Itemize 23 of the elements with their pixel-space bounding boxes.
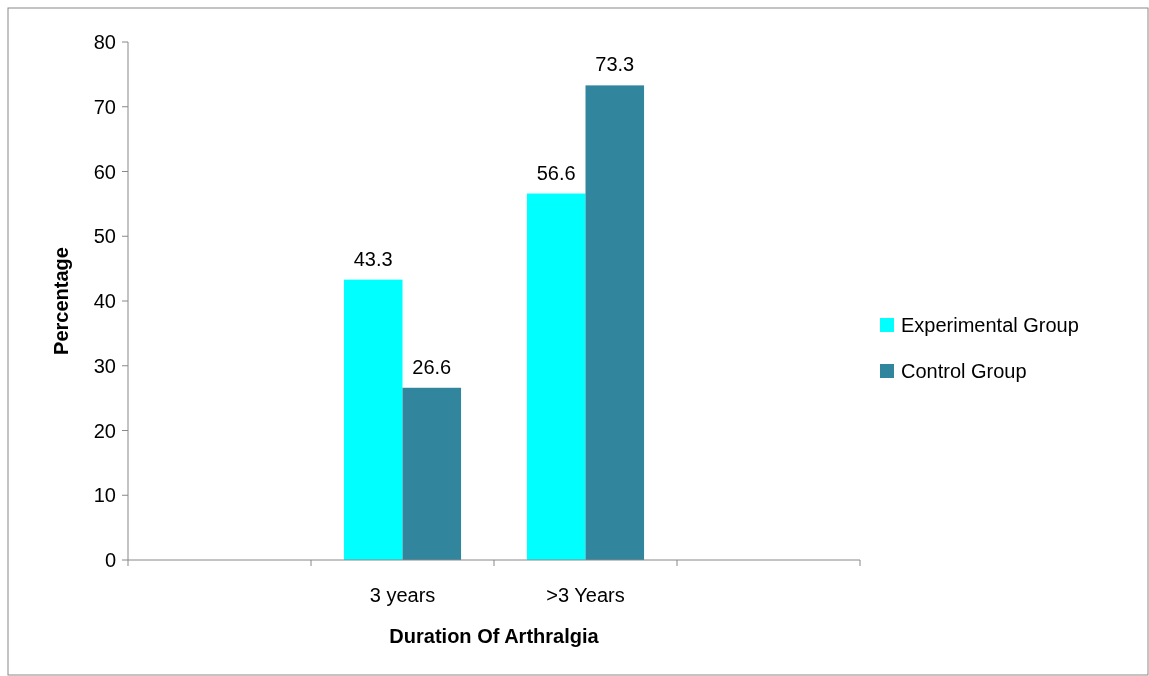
y-tick-label: 10 <box>93 484 116 507</box>
y-tick-label: 40 <box>93 290 116 312</box>
y-tick-label: 60 <box>93 160 116 183</box>
x-tick-label: 3 years <box>369 584 436 606</box>
legend-label: Control Group <box>901 360 1027 382</box>
x-tick-label: >3 Years <box>546 584 625 606</box>
data-label: 26.6 <box>412 355 452 378</box>
y-tick-label: 80 <box>93 31 116 53</box>
y-tick-label: 70 <box>93 95 116 118</box>
bar <box>526 193 586 560</box>
data-label: 56.6 <box>536 161 576 184</box>
y-tick-label: 20 <box>93 419 116 442</box>
y-axis-title: Percentage <box>50 247 72 355</box>
bar <box>402 387 462 560</box>
y-tick-label: 0 <box>104 549 116 571</box>
x-axis-title: Duration Of Arthralgia <box>389 625 600 647</box>
bar <box>343 279 403 560</box>
bar <box>585 85 645 560</box>
data-label: 43.3 <box>353 247 393 270</box>
y-tick-label: 50 <box>93 225 116 248</box>
data-label: 73.3 <box>595 53 635 76</box>
legend-label: Experimental Group <box>901 314 1079 336</box>
y-tick-label: 30 <box>93 354 116 377</box>
